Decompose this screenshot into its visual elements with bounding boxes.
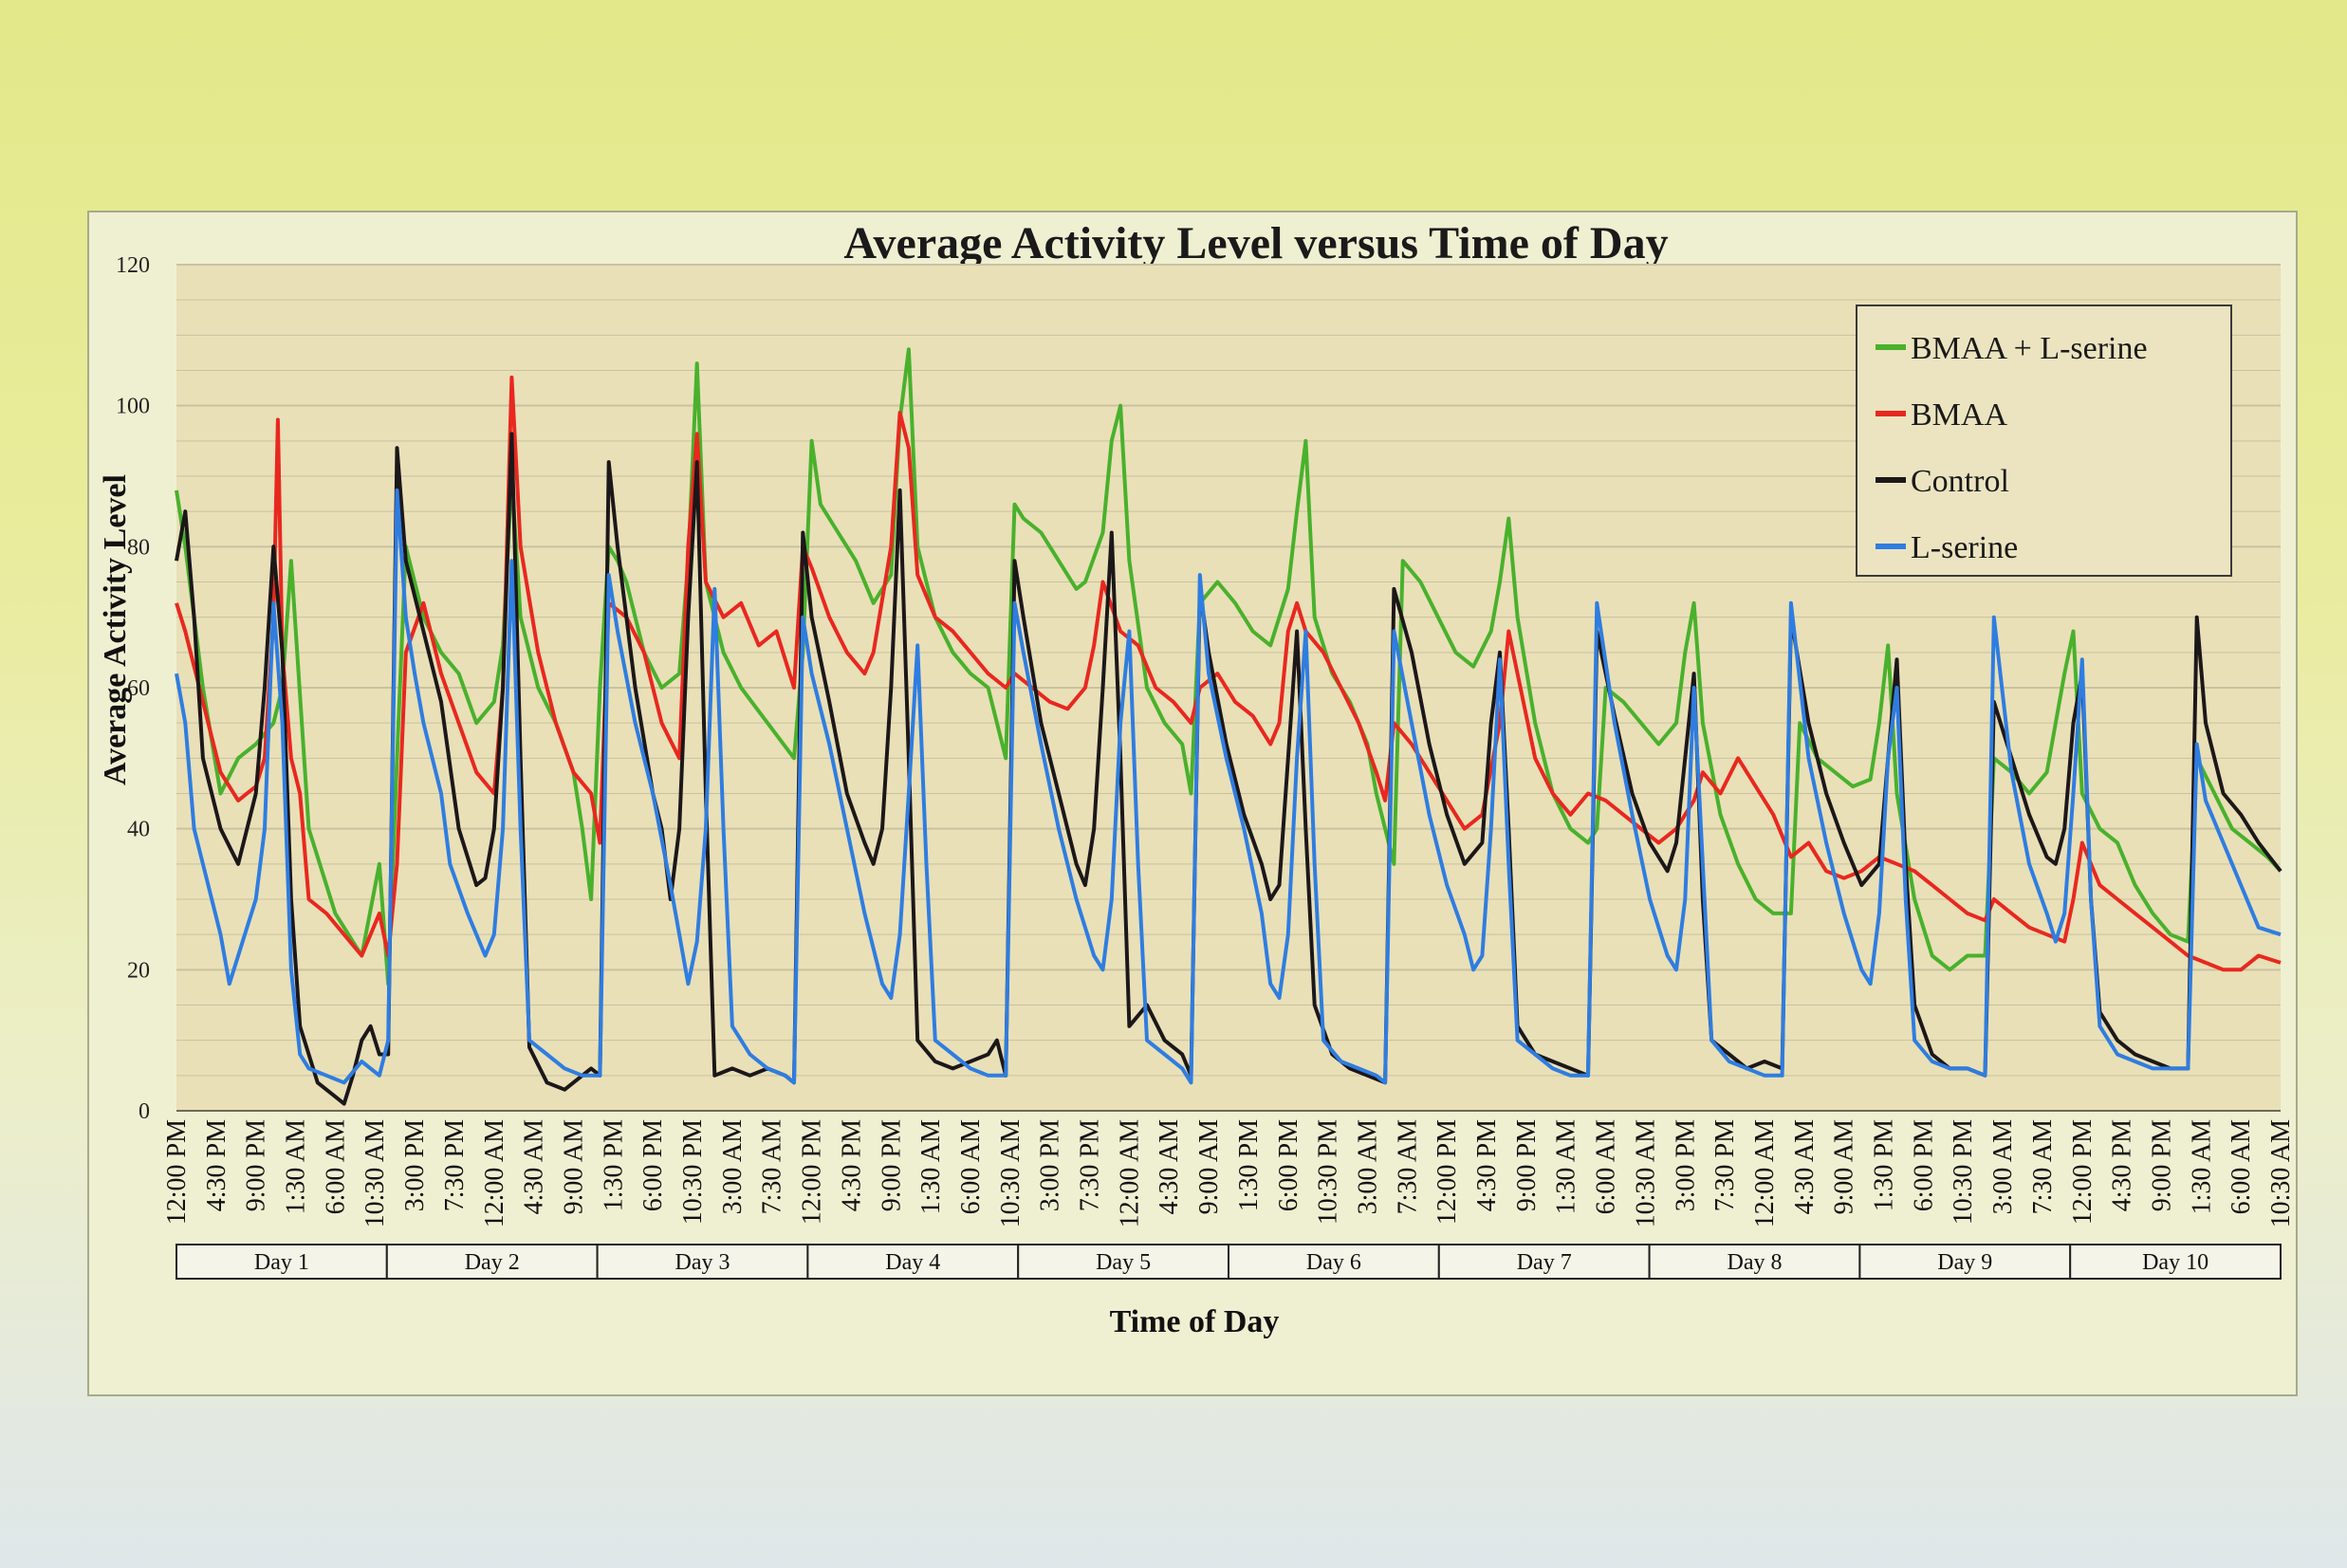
x-tick-label: 10:30 PM	[1949, 1119, 1978, 1225]
x-tick-label: 6:00 AM	[956, 1119, 986, 1214]
x-tick-label: 4:30 AM	[520, 1119, 549, 1214]
day-group-box	[596, 1244, 809, 1280]
y-tick-label: 80	[127, 535, 150, 560]
day-group-label: Day 3	[675, 1250, 730, 1275]
x-tick-label: 3:00 PM	[1036, 1119, 1065, 1211]
y-axis-ticks: 0 20 40 60 80 100 120	[116, 253, 150, 1124]
x-tick-label: 6:00 AM	[1592, 1119, 1621, 1214]
legend-label-bmaa: BMAA	[1911, 397, 2007, 433]
day-group-box	[1437, 1244, 1651, 1280]
chart-frame: Average Activity Level versus Time of Da…	[87, 211, 2298, 1396]
day-group-label: Day 4	[885, 1250, 940, 1275]
x-tick-label: 12:00 AM	[1115, 1119, 1144, 1227]
x-tick-label: 7:30 AM	[1393, 1119, 1422, 1214]
x-axis-ticks: 12:00 PM 4:30 PM 9:00 PM 1:30 AM 6:00 AM 10:3…	[162, 1119, 2296, 1227]
x-tick-label: 12:00 PM	[162, 1119, 192, 1225]
x-tick-label: 6:00 AM	[2227, 1119, 2256, 1214]
chart-svg: Average Activity Level versus Time of Da…	[98, 218, 2296, 1339]
x-tick-label: 6:00 PM	[638, 1119, 668, 1211]
x-tick-label: 7:30 PM	[1076, 1119, 1105, 1211]
x-tick-label: 10:30 AM	[2266, 1119, 2296, 1227]
y-tick-label: 40	[127, 818, 150, 842]
day-group-box	[2069, 1244, 2282, 1280]
series-line-bmaa-l-serine	[175, 347, 2282, 987]
day-group-label: Day 5	[1096, 1250, 1151, 1275]
x-tick-label: 1:30 AM	[1552, 1119, 1581, 1214]
day-group-label: Day 1	[254, 1250, 309, 1275]
x-tick-label: 10:30 AM	[360, 1119, 390, 1227]
x-tick-label: 9:00 PM	[1512, 1119, 1542, 1211]
x-tick-label: 6:00 PM	[1274, 1119, 1303, 1211]
y-tick-label: 100	[116, 395, 150, 419]
y-tick-label: 20	[127, 958, 150, 983]
day-group-label: Day 2	[465, 1250, 520, 1275]
series-line-bmaa	[175, 375, 2282, 972]
day-groups: Day 1 Day 2 Day 3 Day 4 Day 5 Day 6 Day 7 Day 8…	[176, 1244, 2282, 1280]
x-tick-label: 3:00 PM	[1671, 1119, 1700, 1211]
x-axis-label: Time of Day	[1110, 1304, 1280, 1339]
x-tick-label: 12:00 PM	[2068, 1119, 2098, 1225]
x-tick-label: 7:30 PM	[1710, 1119, 1740, 1211]
x-tick-label: 4:30 PM	[2108, 1119, 2137, 1211]
x-tick-label: 9:00 PM	[877, 1119, 906, 1211]
day-group-label: Day 10	[2142, 1250, 2208, 1275]
x-tick-label: 1:30 PM	[1870, 1119, 1899, 1211]
x-tick-label: 9:00 PM	[242, 1119, 271, 1211]
legend-label-control: Control	[1911, 464, 2009, 499]
series-lines	[175, 347, 2282, 1106]
day-group-box	[1648, 1244, 1861, 1280]
legend-label-l-serine: L-serine	[1911, 530, 2018, 565]
y-tick-label: 60	[127, 676, 150, 701]
day-group-label: Day 8	[1728, 1250, 1783, 1275]
x-tick-label: 3:00 PM	[400, 1119, 430, 1211]
x-tick-label: 4:30 PM	[202, 1119, 231, 1211]
x-tick-label: 7:30 AM	[2028, 1119, 2058, 1214]
x-tick-label: 12:00 PM	[798, 1119, 827, 1225]
day-group-label: Day 9	[1937, 1250, 1992, 1275]
x-tick-label: 1:30 AM	[282, 1119, 311, 1214]
x-tick-label: 9:00 AM	[560, 1119, 589, 1214]
x-tick-label: 12:00 PM	[1432, 1119, 1462, 1225]
x-tick-label: 1:30 PM	[599, 1119, 628, 1211]
legend-label-bmaa-l-serine: BMAA + L-serine	[1911, 331, 2148, 366]
x-tick-label: 1:30 AM	[916, 1119, 946, 1214]
x-tick-label: 1:30 PM	[1234, 1119, 1264, 1211]
x-tick-label: 10:30 AM	[996, 1119, 1026, 1227]
y-tick-label: 0	[139, 1099, 150, 1124]
x-tick-label: 1:30 AM	[2187, 1119, 2216, 1214]
x-tick-label: 9:00 AM	[1194, 1119, 1224, 1214]
x-tick-label: 3:00 AM	[718, 1119, 748, 1214]
x-tick-label: 6:00 PM	[1909, 1119, 1938, 1211]
y-tick-label: 120	[116, 253, 150, 278]
x-tick-label: 4:30 PM	[1472, 1119, 1502, 1211]
y-axis-label: Average Activity Level	[98, 474, 133, 785]
x-tick-label: 9:00 AM	[1830, 1119, 1859, 1214]
x-tick-label: 4:30 AM	[1155, 1119, 1184, 1214]
x-tick-label: 7:30 AM	[758, 1119, 787, 1214]
legend-box	[1856, 304, 2232, 577]
chart-title: Average Activity Level versus Time of Da…	[843, 218, 1668, 268]
day-group-label: Day 6	[1306, 1250, 1361, 1275]
x-tick-label: 9:00 PM	[2148, 1119, 2177, 1211]
x-tick-label: 12:00 AM	[480, 1119, 509, 1227]
day-group-label: Day 7	[1517, 1250, 1572, 1275]
x-tick-label: 6:00 AM	[321, 1119, 350, 1214]
x-tick-label: 10:30 PM	[678, 1119, 708, 1225]
x-tick-label: 12:00 AM	[1750, 1119, 1780, 1227]
x-tick-label: 7:30 PM	[440, 1119, 470, 1211]
x-tick-label: 10:30 AM	[1631, 1119, 1660, 1227]
x-tick-label: 10:30 PM	[1314, 1119, 1343, 1225]
day-group-box	[176, 1244, 388, 1280]
x-tick-label: 4:30 AM	[1790, 1119, 1820, 1214]
day-group-box	[385, 1244, 599, 1280]
series-line-l-serine	[175, 488, 2282, 1085]
x-tick-label: 4:30 PM	[837, 1119, 866, 1211]
legend: BMAA + L-serine BMAA Control L-serine	[1856, 304, 2232, 577]
x-tick-label: 3:00 AM	[1988, 1119, 2018, 1214]
x-tick-label: 3:00 AM	[1354, 1119, 1383, 1214]
